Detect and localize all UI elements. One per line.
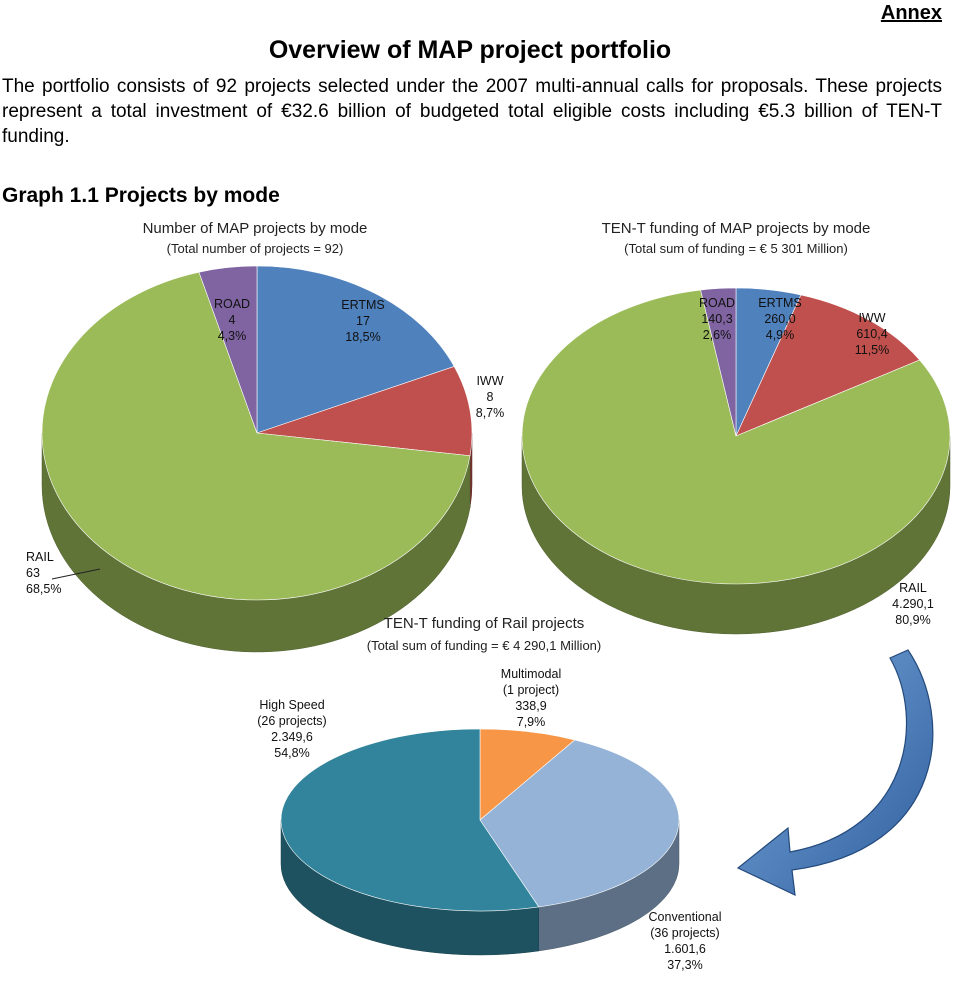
slice-label-rail: RAIL 63 68,5% [26,550,61,596]
slice-label-conventional: Conventional (36 projects) 1.601,6 37,3% [649,910,722,972]
page-title: Overview of MAP project portfolio [268,36,672,64]
chart-title: TEN-T funding of Rail projects [384,615,585,632]
slice-label-iww: IWW 610,4 11,5% [855,311,890,357]
pie-chart-3: TEN-T funding of Rail projects (Total sum… [257,615,721,972]
intro-paragraph: The portfolio consists of 92 projects se… [2,76,942,147]
chart-subtitle: (Total sum of funding = € 4 290,1 Millio… [367,638,602,653]
pie-slice-road [700,287,737,437]
pie-slice-multimodal [479,728,576,821]
annex-label: Annex [880,2,942,24]
chart-subtitle: (Total number of projects = 92) [167,241,344,256]
pie-slice-rail [521,289,951,585]
pie-slice-iww [735,294,921,437]
pie-slice-ertms [256,265,455,434]
slice-label-ertms: ERTMS 17 18,5% [341,298,385,344]
chart-title: Number of MAP projects by mode [143,220,368,237]
slice-label-high-speed: High Speed (26 projects) 2.349,6 54,8% [257,698,326,760]
graph-heading: Graph 1.1 Projects by mode [2,184,280,207]
slice-label-road: ROAD 140,3 2,6% [699,296,735,342]
pie-slice-conventional [479,739,680,908]
pie-slice-high-speed [280,728,540,912]
slice-label-iww: IWW 8 8,7% [476,374,505,420]
pie-chart-1: Number of MAP projects by mode (Total num… [26,220,505,653]
chart-title: TEN-T funding of MAP projects by mode [602,220,871,237]
slice-label-road: ROAD 4 4,3% [214,297,250,343]
leader-line [51,568,101,580]
chart-subtitle: (Total sum of funding = € 5 301 Million) [624,241,848,256]
pie-chart-2: TEN-T funding of MAP projects by mode (To… [521,220,951,635]
slice-label-ertms: ERTMS 260,0 4,9% [758,296,802,342]
pie-slice-iww [256,366,473,457]
slice-label-rail: RAIL 4.290,1 80,9% [892,581,934,627]
flow-arrow-icon [736,649,934,897]
pie-slice-rail [41,271,471,601]
pie-slice-road [198,265,258,434]
slice-label-multimodal: Multimodal (1 project) 338,9 7,9% [501,667,561,729]
